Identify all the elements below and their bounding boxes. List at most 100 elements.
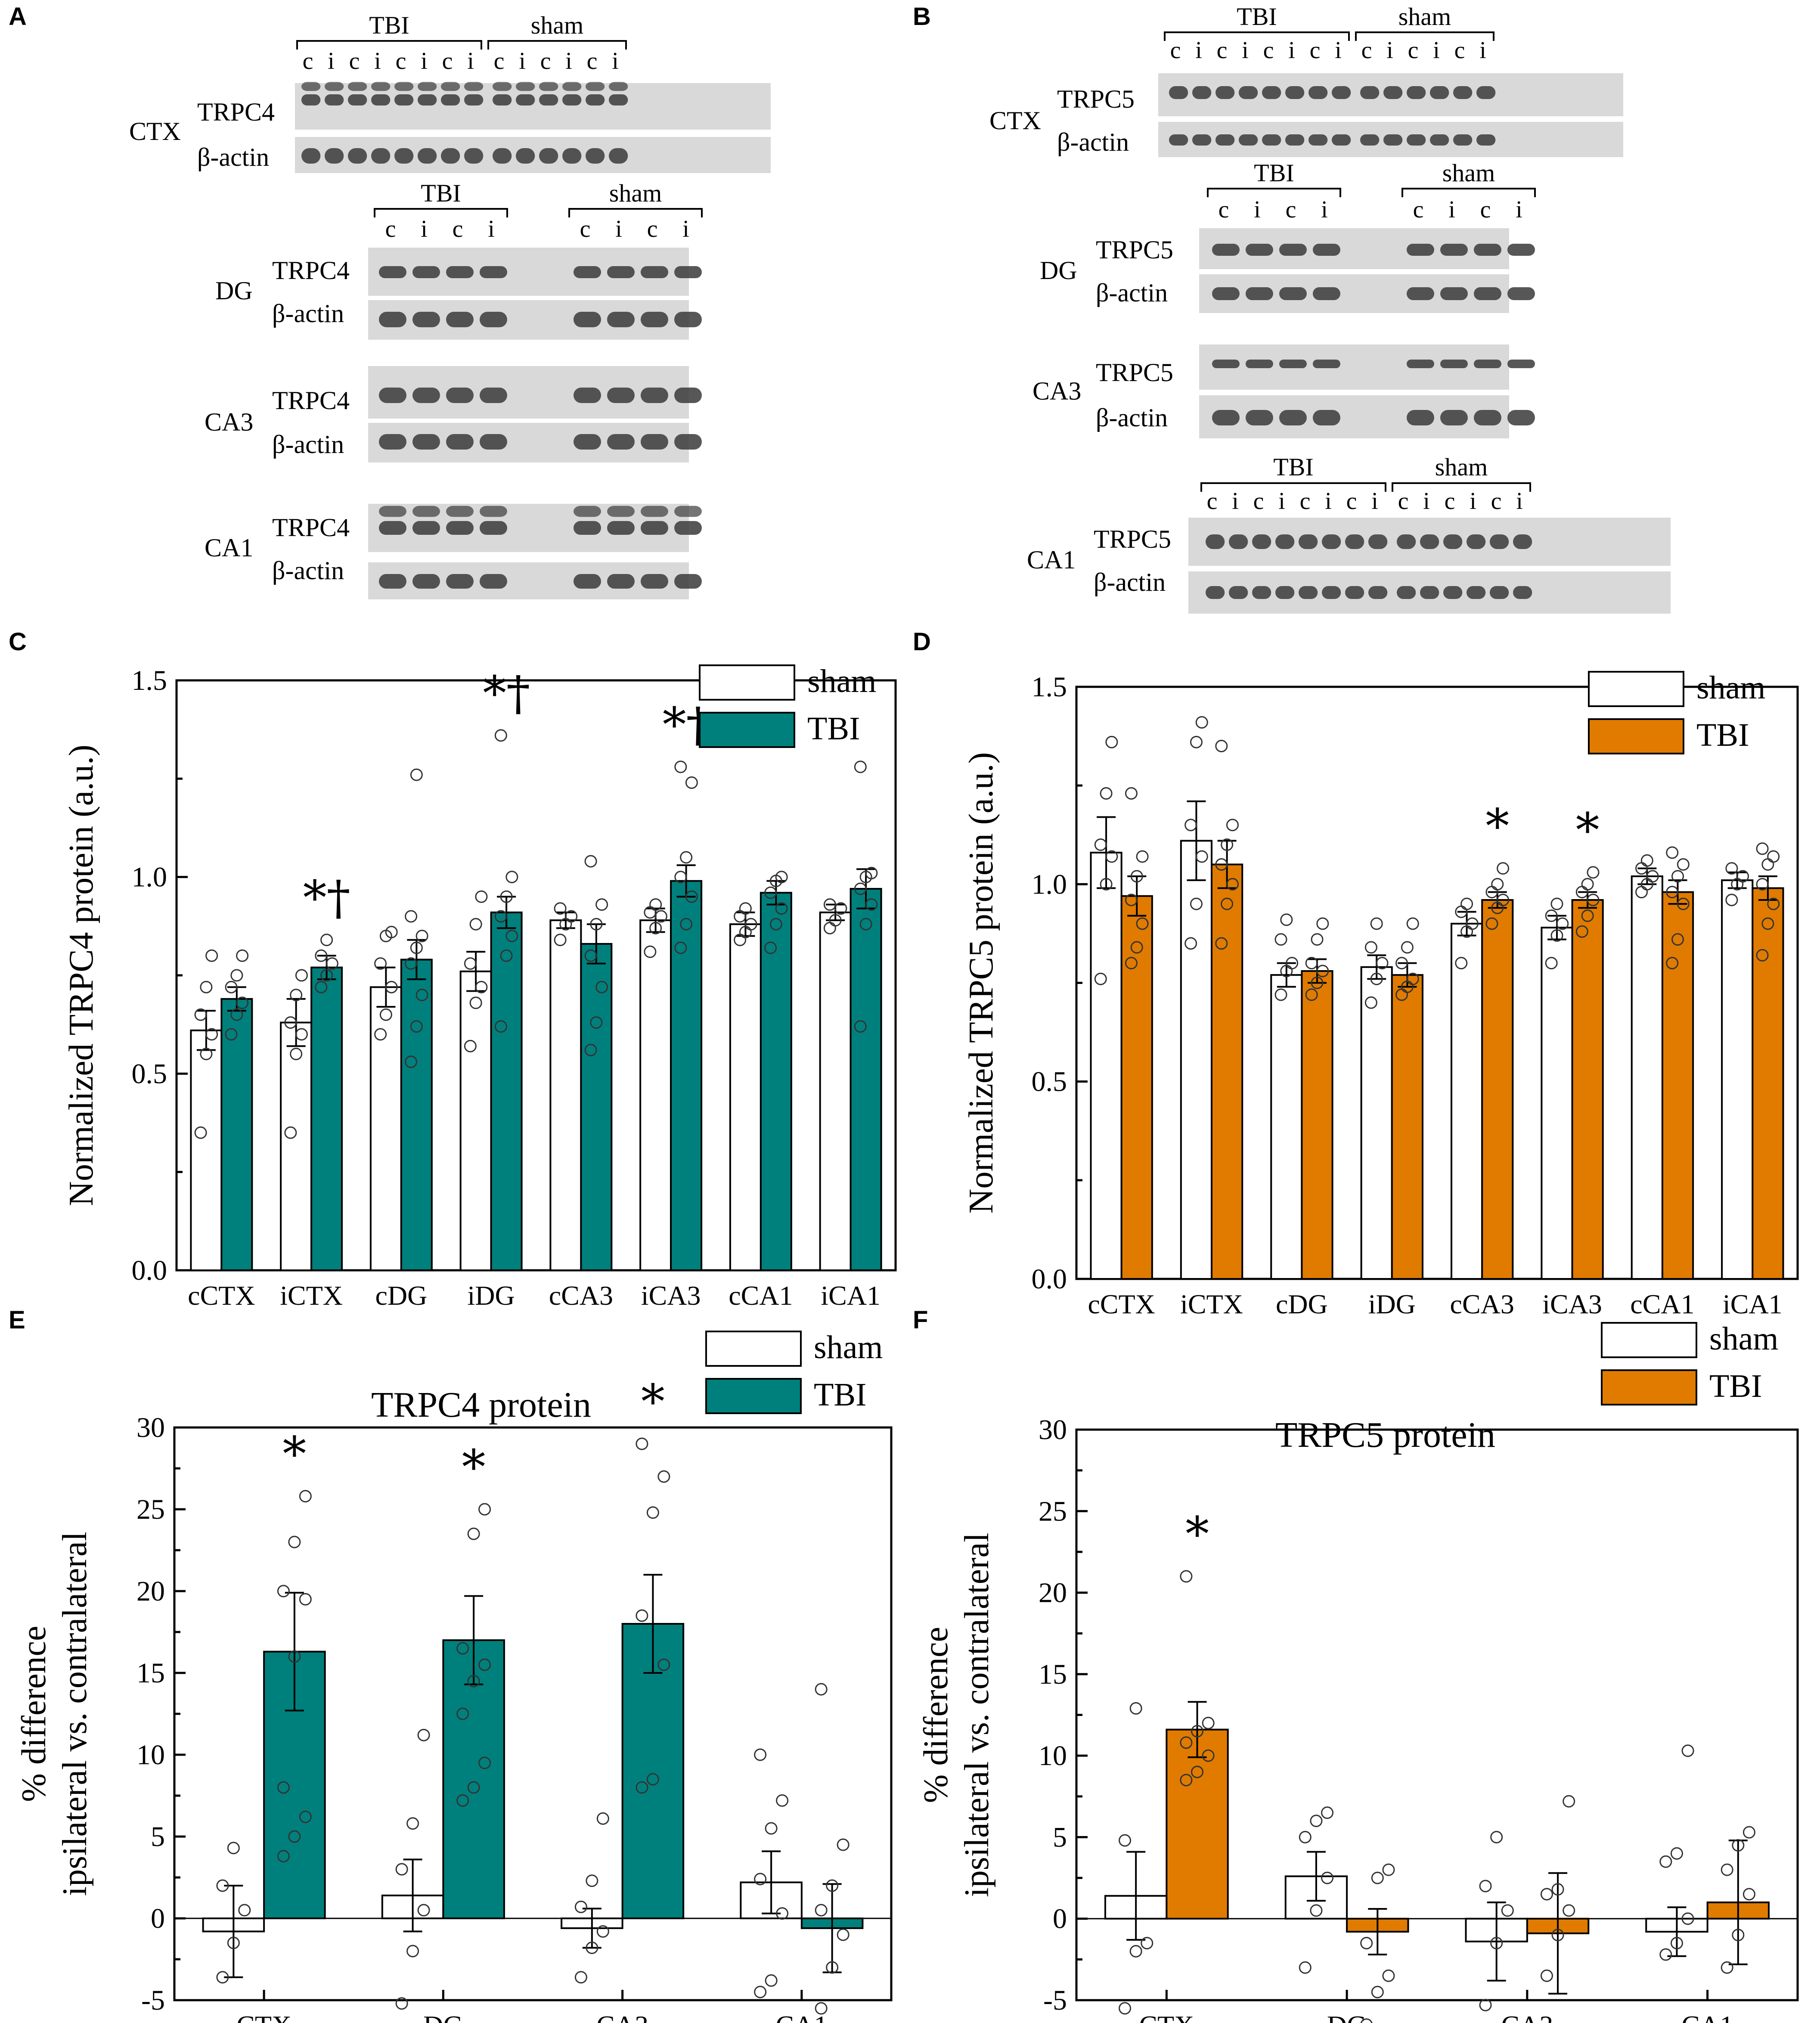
group-label: TBI: [1254, 159, 1294, 187]
lane-label: c: [1217, 37, 1228, 64]
b-ctx-actin-bands: [1169, 134, 1496, 146]
data-point: [456, 1707, 469, 1720]
y-tick-label: 0.5: [1032, 1066, 1067, 1098]
blot-band: [371, 148, 391, 164]
blot-band: [446, 388, 474, 403]
legend-label-tbi: TBI: [814, 1377, 866, 1413]
data-point: [674, 760, 687, 773]
x-tick-label: iCA3: [641, 1280, 701, 1311]
ca1-actin-bands: [379, 574, 702, 589]
blot-band: [1262, 86, 1281, 99]
data-point: [469, 996, 482, 1009]
blot-band: [1513, 534, 1532, 549]
blot-band: [1467, 534, 1486, 549]
blot-band: [1252, 534, 1271, 549]
blot-band-upper: [607, 506, 635, 517]
data-point: [1105, 735, 1118, 748]
legend-swatch-sham: [1601, 1322, 1697, 1358]
data-point: [685, 890, 698, 903]
blot-band: [1507, 410, 1535, 425]
bar-sham-cctx: [1090, 852, 1122, 1280]
blot-band: [379, 434, 406, 450]
y-tick-label: 20: [1039, 1577, 1067, 1609]
data-point: [326, 957, 338, 970]
x-tick-label: CTX: [236, 2010, 291, 2023]
lane-label: c: [1170, 37, 1181, 64]
blot-band: [348, 94, 367, 105]
lane-label: i: [1335, 37, 1342, 64]
data-point: [769, 918, 782, 931]
data-point: [225, 980, 238, 993]
data-point: [1721, 1961, 1733, 1974]
lane-label: i: [1386, 37, 1393, 64]
bar-tbi-cctx: [220, 998, 253, 1272]
y-tick-label: -5: [1043, 1985, 1067, 2016]
bar-sham-ictx: [280, 1021, 313, 1272]
bar-tbi-cca3: [580, 943, 613, 1271]
blot-band: [1407, 134, 1426, 146]
data-point: [646, 1506, 659, 1519]
data-point: [320, 934, 333, 946]
blot-band: [1206, 586, 1225, 599]
data-point: [826, 1961, 839, 1974]
blot-band-upper: [516, 82, 535, 91]
data-point: [649, 922, 662, 934]
data-point: [1360, 1937, 1373, 1949]
y-tick-label: 5: [1053, 1821, 1067, 1853]
b-ca3-trpc5-bands: [1212, 360, 1535, 368]
blot-band: [446, 434, 474, 450]
blot-band: [379, 312, 406, 327]
lane-label: c: [453, 216, 463, 242]
blot-band: [480, 388, 507, 403]
data-point: [1460, 897, 1473, 910]
data-point: [417, 1904, 430, 1917]
data-point: [505, 930, 518, 943]
data-point: [236, 949, 249, 962]
group-bracket: [1207, 188, 1341, 197]
blot-band: [1212, 360, 1240, 368]
lane-label: c: [303, 48, 313, 74]
ctx-trpc4-bands: [301, 82, 628, 105]
data-point: [1129, 1945, 1142, 1958]
group-bracket: [296, 40, 482, 50]
group-label: TBI: [369, 11, 409, 39]
data-point: [1364, 996, 1377, 1009]
ca1-region-label: CA1: [205, 534, 253, 562]
data-point: [1395, 957, 1408, 970]
blot-band: [441, 148, 460, 164]
data-point: [478, 1756, 491, 1769]
ca3-actin-bands: [379, 434, 702, 450]
data-point: [290, 1048, 303, 1061]
data-point: [1316, 917, 1329, 930]
blot-band-upper: [418, 82, 437, 91]
bar-tbi-ica1: [850, 888, 882, 1271]
data-point: [1119, 2002, 1132, 2015]
chart-title: TRPC5 protein: [1275, 1415, 1495, 1455]
panel-letter-a: A: [9, 3, 27, 31]
lane-label: c: [442, 48, 453, 74]
data-point: [1681, 1744, 1694, 1757]
data-point: [1659, 1948, 1672, 1961]
data-point: [194, 1126, 207, 1139]
blot-band: [480, 521, 507, 535]
bar-sham-idg: [1360, 966, 1393, 1280]
blot-band: [574, 574, 601, 589]
data-point: [1321, 1871, 1334, 1884]
lane-label: i: [565, 48, 572, 74]
data-point: [744, 918, 757, 931]
lane-label: i: [421, 48, 428, 74]
data-point: [1311, 977, 1324, 989]
data-point: [1226, 819, 1239, 832]
data-point: [1671, 933, 1684, 946]
blot-band: [1313, 244, 1340, 256]
blot-band: [325, 94, 344, 105]
data-point: [1191, 1725, 1204, 1738]
blot-band: [1345, 586, 1364, 599]
data-point: [1370, 972, 1383, 985]
group-bracket: [1164, 31, 1350, 41]
blot-band: [674, 312, 702, 327]
